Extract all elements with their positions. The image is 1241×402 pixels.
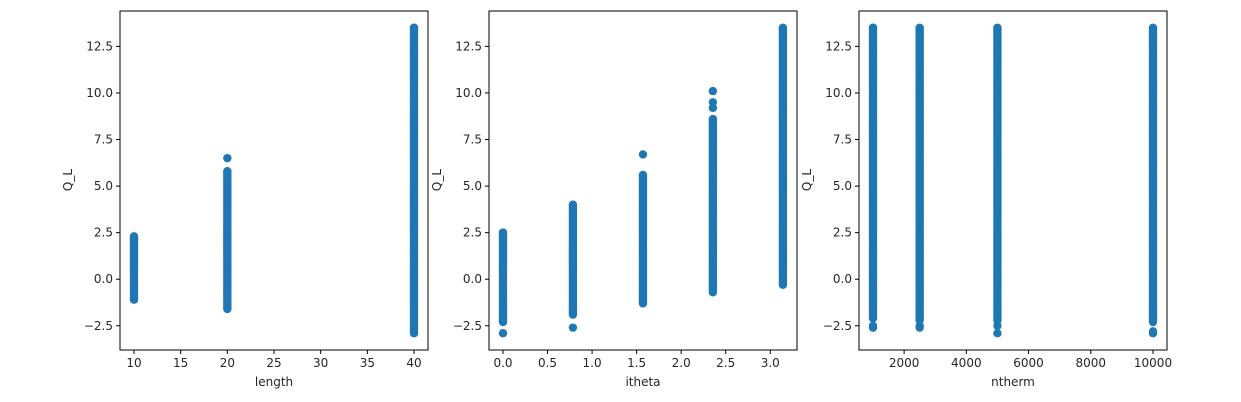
y-tick-label: 0.0 (94, 272, 113, 286)
scatter-point (993, 23, 1002, 32)
scatter-points (498, 23, 788, 338)
x-tick-label: 25 (266, 356, 281, 370)
x-tick-label: 10000 (1134, 356, 1172, 370)
y-axis-label: Q_L (800, 169, 814, 191)
scatter-point (915, 23, 924, 32)
y-tick-label: 12.5 (86, 39, 113, 53)
y-tick-label: 2.5 (833, 226, 852, 240)
x-tick-label: 2.0 (672, 356, 691, 370)
scatter-point (868, 23, 878, 32)
y-tick-label: −2.5 (84, 319, 113, 333)
y-tick-label: −2.5 (823, 319, 852, 333)
y-tick-label: 10.0 (86, 86, 113, 100)
scatter-point (223, 153, 232, 163)
y-tick-label: 0.0 (463, 272, 482, 286)
x-ticks: 2000 4000 6000 8000 10000 (889, 350, 1172, 370)
x-tick-label: 0.5 (538, 356, 557, 370)
x-tick-label: 2000 (889, 356, 920, 370)
scatter-point (1148, 23, 1158, 32)
scatter-point (638, 170, 648, 180)
x-tick-label: 3.0 (761, 356, 780, 370)
scatter-points (868, 23, 1158, 338)
scatter-point (1148, 329, 1158, 338)
x-tick-label: 1.0 (583, 356, 602, 370)
y-tick-label: 10.0 (825, 86, 852, 100)
scatter-point (708, 98, 718, 107)
x-tick-label: 40 (406, 356, 421, 370)
x-tick-label: 6000 (1013, 356, 1044, 370)
x-tick-label: 8000 (1076, 356, 1107, 370)
scatter-point (993, 321, 1002, 330)
x-ticks: 10 15 20 25 30 35 40 (126, 350, 422, 370)
x-axis-label: length (255, 375, 293, 389)
scatter-point (638, 150, 648, 159)
y-tick-label: 12.5 (455, 39, 482, 53)
y-tick-label: 7.5 (833, 133, 852, 147)
y-tick-label: 2.5 (94, 226, 113, 240)
y-axis-label: Q_L (430, 169, 444, 191)
x-tick-label: 10 (126, 356, 141, 370)
y-tick-label: −2.5 (453, 319, 482, 333)
x-axis-label: itheta (625, 375, 660, 389)
scatter-point (409, 23, 419, 32)
y-tick-label: 10.0 (455, 86, 482, 100)
x-axis-label: ntherm (991, 375, 1035, 389)
y-tick-label: 2.5 (463, 226, 482, 240)
y-ticks: −2.5 0.0 2.5 5.0 7.5 10.0 12.5 (453, 39, 489, 333)
y-tick-label: 7.5 (94, 133, 113, 147)
x-tick-label: 0.0 (493, 356, 512, 370)
subplot-length: 10 15 20 25 30 35 40 −2.50.02.55.07.510.012.5 … (61, 10, 429, 389)
y-axis-label: Q_L (61, 169, 75, 191)
plot-frame (858, 10, 1168, 351)
scatter-point (129, 232, 139, 241)
x-tick-label: 30 (313, 356, 328, 370)
scatter-point (778, 23, 788, 32)
scatter-point (993, 329, 1002, 338)
y-tick-label: 0.0 (833, 272, 852, 286)
y-ticks: −2.5 0.0 2.5 5.0 7.5 10.0 12.5 (823, 39, 859, 333)
subplot-itheta: 0.0 0.5 1.0 1.5 2.0 2.5 3.0 −2.5 0.0 2.5 5.0 7.5 10… (430, 10, 798, 389)
scatter-point (568, 323, 578, 332)
x-tick-label: 1.5 (627, 356, 646, 370)
y-tick-label: 12.5 (825, 39, 852, 53)
scatter-point (708, 114, 718, 124)
scatter-point (915, 323, 924, 332)
y-tick-label: 7.5 (463, 133, 482, 147)
x-ticks: 0.0 0.5 1.0 1.5 2.0 2.5 3.0 (493, 350, 780, 370)
scatter-point (498, 228, 508, 237)
x-tick-label: 4000 (951, 356, 982, 370)
scatter-point (498, 329, 508, 338)
plot-frame (119, 10, 429, 351)
x-tick-label: 35 (360, 356, 375, 370)
scatter-point (223, 166, 232, 176)
x-tick-label: 2.5 (716, 356, 735, 370)
subplot-ntherm: 2000 4000 6000 8000 10000 −2.5 0.0 2.5 5.0 7.5 10… (800, 10, 1172, 389)
y-ticks: −2.5 0.0 2.5 5.0 7.5 10.0 12.5 (84, 39, 120, 333)
plot-frame (488, 10, 798, 351)
scatter-point (868, 323, 878, 332)
y-tick-label: 5.0 (94, 179, 113, 193)
x-tick-label: 20 (220, 356, 235, 370)
scatter-point (708, 86, 718, 96)
y-tick-label: 5.0 (463, 179, 482, 193)
x-tick-label: 15 (173, 356, 188, 370)
scatter-points (129, 23, 419, 338)
scatter-point (568, 200, 578, 209)
y-tick-label: 5.0 (833, 179, 852, 193)
